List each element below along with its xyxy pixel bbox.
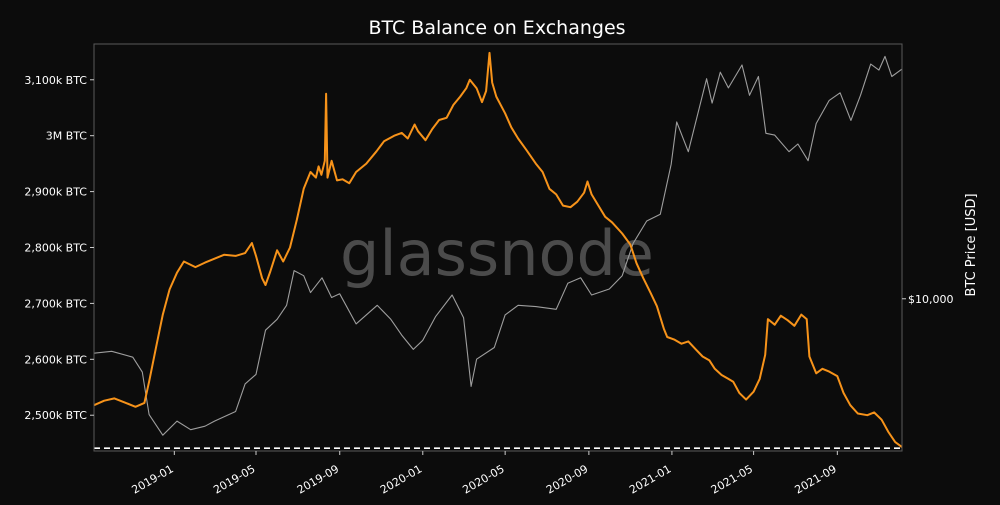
y-left-tick-label: 2,600k BTC (24, 353, 87, 366)
x-tick-label: 2019-09 (295, 462, 341, 496)
x-tick-label: 2020-05 (460, 462, 506, 496)
right-axis-title: BTC Price [USD] (964, 193, 979, 296)
exchange-balance-line (93, 51, 903, 448)
y-left-tick-label: 2,800k BTC (24, 242, 87, 255)
y-right-tick-label: $10,000 (908, 293, 954, 306)
chart-title: BTC Balance on Exchanges (368, 17, 625, 39)
x-tick-label: 2020-01 (378, 462, 424, 496)
y-left-tick-label: 2,500k BTC (24, 409, 87, 422)
x-tick-label: 2021-09 (793, 462, 839, 496)
x-tick-label: 2021-05 (709, 462, 755, 496)
btc-price-line (93, 55, 903, 436)
y-left-tick-label: 2,900k BTC (24, 186, 87, 199)
x-tick-label: 2020-09 (544, 462, 590, 496)
y-left-tick-label: 3M BTC (46, 130, 88, 143)
y-left-tick-label: 3,100k BTC (24, 74, 87, 87)
y-left-tick-label: 2,700k BTC (24, 297, 87, 310)
x-tick-label: 2021-01 (627, 462, 673, 496)
x-tick-label: 2019-05 (211, 462, 257, 496)
watermark-logo: glassnode (340, 217, 654, 290)
x-tick-label: 2019-01 (130, 462, 176, 496)
